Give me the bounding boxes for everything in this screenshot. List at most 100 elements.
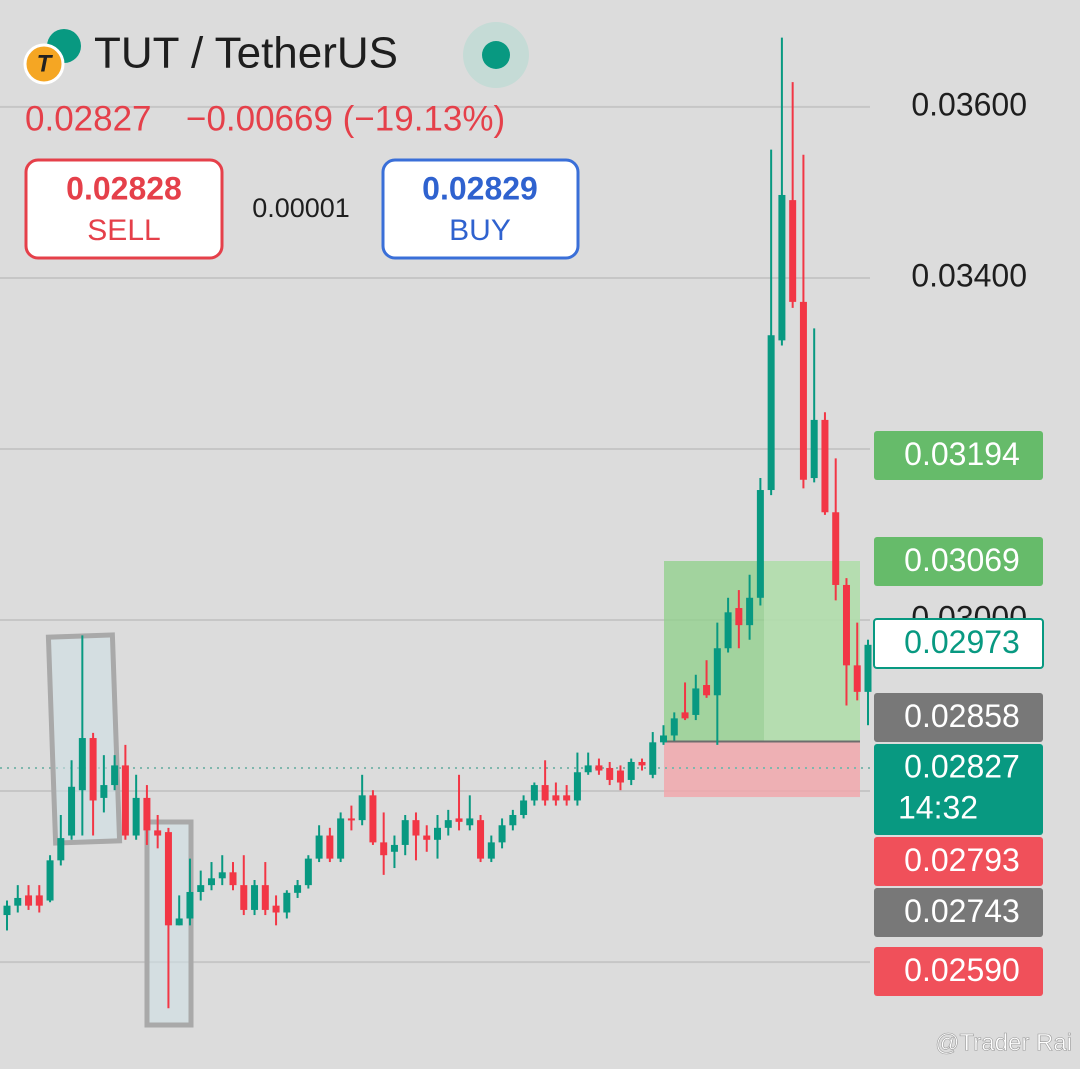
candle-body (821, 419, 829, 513)
candle-body (304, 858, 312, 886)
candle-body (261, 885, 269, 910)
candle-body (175, 918, 183, 926)
symbol: TUT / TetherUS (94, 29, 398, 78)
price-badge (874, 693, 1043, 742)
candle-body (692, 688, 700, 715)
candle-body (14, 897, 22, 906)
y-tick-label: 0.03600 (911, 86, 1027, 122)
candle-body (412, 820, 420, 836)
y-tick-label: 0.03400 (911, 257, 1027, 293)
candle-body (799, 301, 807, 480)
candle-body (530, 785, 538, 801)
candle-body (584, 765, 592, 773)
candle-body (616, 770, 624, 783)
candle-body (552, 795, 560, 801)
candle-body (477, 820, 485, 859)
price-badge-label: 0.03069 (904, 542, 1020, 578)
candle-body (703, 685, 711, 696)
candle-body (444, 820, 452, 828)
candle-body (498, 825, 506, 843)
candles (3, 37, 872, 1009)
candle-body (240, 885, 248, 910)
candle-body (111, 765, 119, 786)
candle-body (380, 842, 388, 856)
candle-body (735, 608, 743, 626)
candle-body (789, 200, 797, 302)
status-dot (482, 41, 510, 69)
candle-body (164, 832, 172, 926)
candle-body (68, 786, 76, 836)
candle-body (25, 895, 33, 906)
candle-body (197, 885, 205, 892)
sell-price: 0.02828 (66, 170, 182, 206)
buy-button[interactable] (381, 158, 580, 260)
price-badge (874, 537, 1043, 586)
candle-body (455, 818, 463, 822)
watermark: @Trader Rai (935, 1029, 1072, 1056)
candle-body (670, 718, 678, 736)
loss-zone (664, 741, 860, 798)
price-badge-label: 0.03194 (904, 436, 1020, 472)
grid (0, 105, 870, 964)
candle-body (724, 612, 732, 649)
price-badge-label: 0.02827 (904, 748, 1020, 784)
candle-body (207, 878, 215, 886)
candle-body (3, 905, 11, 916)
candle-body (627, 761, 635, 780)
candle-body (46, 860, 54, 901)
candle-body (229, 872, 237, 886)
price-badge (874, 431, 1043, 480)
candle-body (746, 597, 754, 626)
candle-body (315, 835, 323, 859)
candle-body (272, 905, 280, 913)
candle-body (649, 742, 657, 775)
candle-body (573, 772, 581, 801)
last-price: 0.02827 (25, 99, 152, 138)
candle-body (89, 738, 97, 801)
candle-body (218, 872, 226, 879)
price-badge-label: 0.02743 (904, 893, 1020, 929)
price-badge (874, 744, 1043, 835)
base-icon (23, 43, 65, 85)
spread: 0.00001 (252, 193, 350, 223)
candle-body (326, 835, 334, 859)
header: T TUT / TetherUS 0.02827 −0.00669 (−19.1… (23, 22, 580, 260)
sell-label: SELL (87, 214, 160, 247)
price-badge-time: 14:32 (898, 789, 978, 825)
candle-body (57, 838, 65, 861)
candle-body (660, 735, 668, 743)
candle-body (595, 765, 603, 771)
sell-button[interactable] (24, 158, 224, 260)
candle-body (509, 815, 517, 826)
candle-body (681, 712, 689, 719)
price-badge (873, 618, 1044, 669)
candle-body (78, 738, 86, 791)
price-badge-label: 0.02590 (904, 952, 1020, 988)
candle-body (466, 818, 474, 826)
price-badge (874, 837, 1043, 886)
price-badge-label: 0.02858 (904, 698, 1020, 734)
candle-body (369, 795, 377, 843)
buy-label: BUY (449, 214, 511, 247)
candle-body (713, 648, 721, 696)
candle-body (520, 800, 528, 816)
candle-body (347, 818, 355, 821)
candle-body (606, 767, 614, 780)
candle-body (434, 827, 441, 840)
candle-body (251, 885, 259, 910)
price-badge (874, 947, 1043, 996)
candle-body (390, 844, 398, 852)
price-badge-label: 0.02973 (904, 624, 1020, 660)
candle-body (154, 830, 162, 836)
price-change: −0.00669 (−19.13%) (186, 99, 505, 138)
candle-body (100, 785, 108, 798)
candle-body (423, 835, 431, 840)
candle-body (401, 820, 409, 845)
buy-price: 0.02829 (422, 170, 538, 206)
candle-body (756, 490, 764, 598)
candle-body (864, 644, 872, 692)
candle-body (487, 842, 495, 859)
candle-body (294, 885, 302, 893)
